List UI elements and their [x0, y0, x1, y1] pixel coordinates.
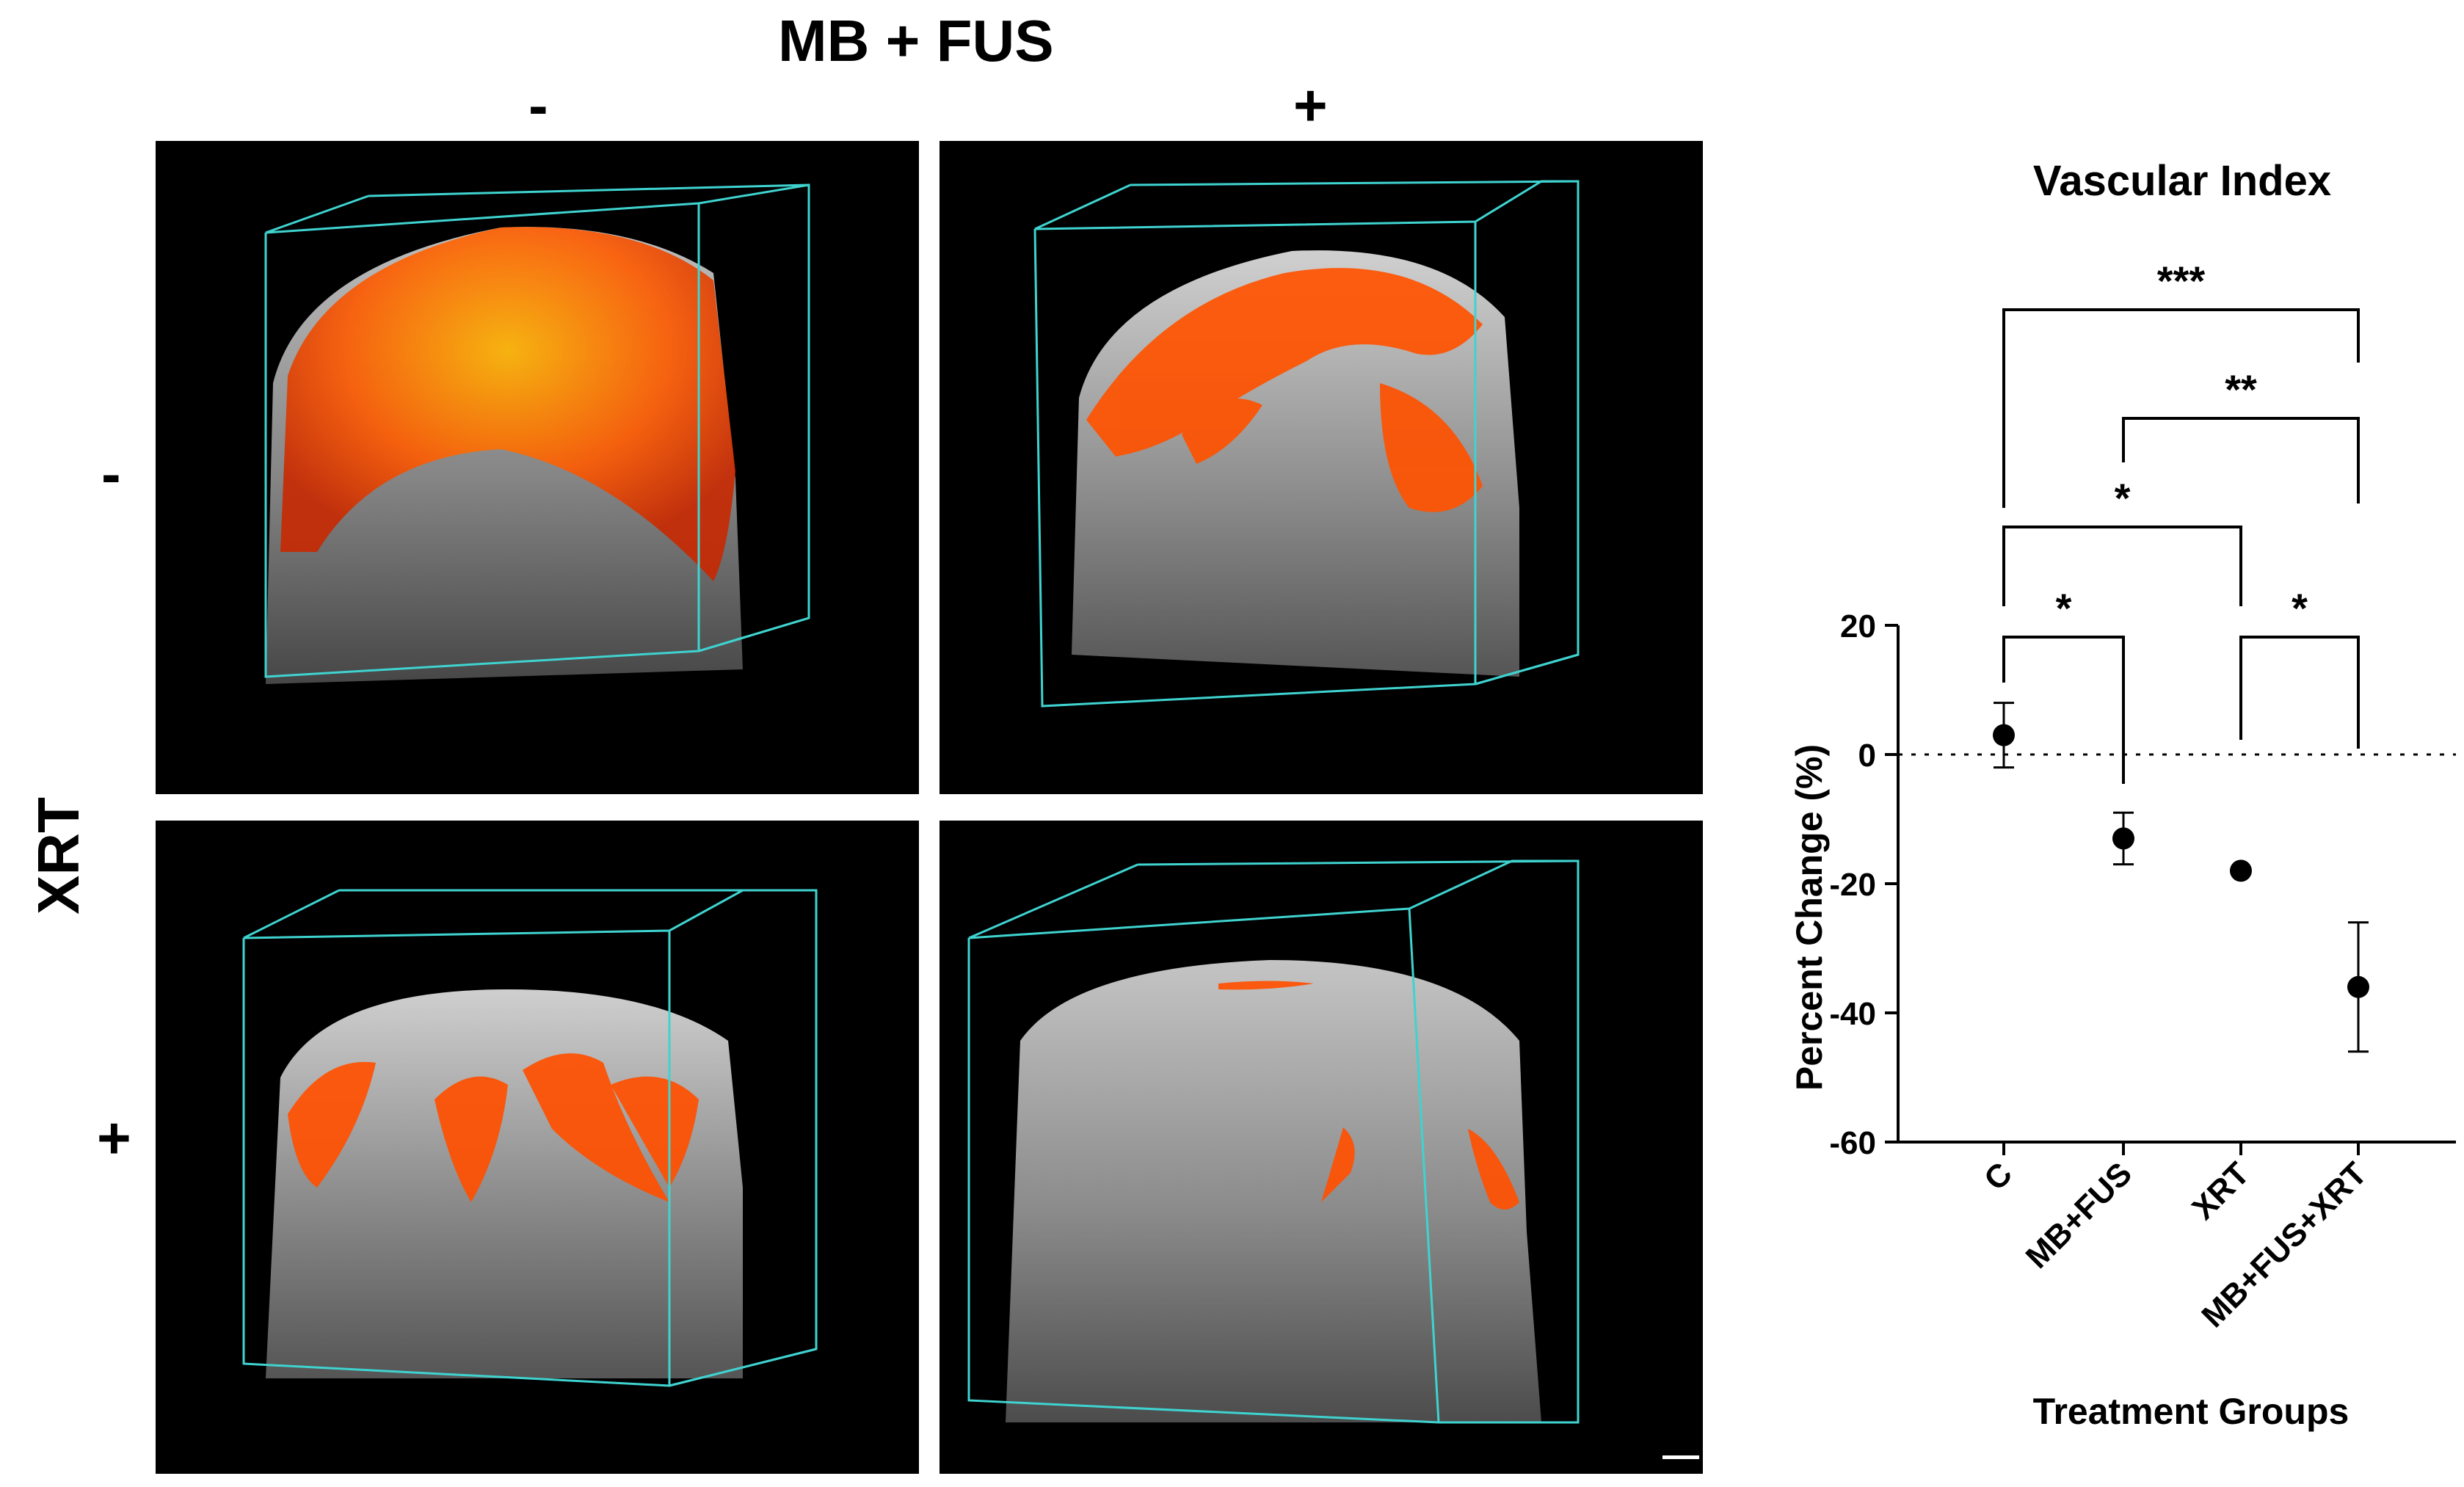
data-point	[2347, 975, 2369, 998]
y-tick-label: 20	[1840, 608, 1876, 644]
row-level-plus: +	[97, 1105, 131, 1171]
significance-brackets: * *******	[2002, 258, 2360, 784]
significance-label: *	[2115, 475, 2131, 521]
row-level-minus: -	[101, 441, 121, 506]
significance-label: **	[2225, 366, 2257, 412]
significance-bracket	[2239, 636, 2360, 749]
data-point	[2112, 827, 2134, 850]
significance-label: *	[2056, 585, 2072, 631]
chart-title: Vascular Index	[2033, 157, 2331, 205]
data-point	[1993, 724, 2015, 746]
y-tick-label: -20	[1829, 867, 1876, 903]
significance-label: ***	[2157, 258, 2206, 304]
ultrasound-panel-xrt	[156, 821, 919, 1474]
ultrasound-3d-volume-image	[242, 889, 818, 1387]
data-point	[2230, 859, 2252, 882]
ultrasound-panel-control	[156, 141, 919, 794]
x-tick-label: C	[1977, 1155, 2019, 1197]
scale-bar	[1662, 1455, 1699, 1459]
column-level-plus: +	[1293, 73, 1328, 138]
x-axis-label: Treatment Groups	[2033, 1391, 2349, 1432]
ultrasound-3d-volume-image	[264, 183, 810, 684]
significance-label: *	[2292, 585, 2308, 631]
ultrasound-3d-volume-image	[1033, 180, 1580, 708]
ultrasound-3d-volume-image	[967, 859, 1699, 1459]
mbfus-column-header: MB + FUS	[778, 8, 1054, 73]
x-tick-label: MB+FUS	[2019, 1155, 2139, 1275]
significance-bracket	[2002, 526, 2242, 606]
vascular-index-chart: Vascular Index 20 0 -20 -40 -60 Percent Chan…	[1789, 157, 2456, 1432]
significance-bracket	[2002, 308, 2360, 508]
data-points	[1993, 702, 2369, 1053]
y-tick-label: 0	[1858, 738, 1876, 774]
significance-bracket	[2122, 417, 2360, 503]
y-axis-label: Percent Change (%)	[1789, 744, 1830, 1091]
y-tick-label: -40	[1829, 996, 1876, 1032]
y-tick-label: -60	[1829, 1125, 1876, 1161]
ultrasound-panel-mbfus	[940, 141, 1703, 794]
x-tick-label: XRT	[2185, 1155, 2256, 1226]
y-axis-ticks: 20 0 -20 -40 -60	[1829, 608, 1898, 1161]
xrt-row-header: XRT	[26, 797, 91, 915]
column-level-minus: -	[528, 73, 548, 138]
ultrasound-panel-mbfus-xrt	[940, 821, 1703, 1474]
significance-bracket	[2002, 636, 2125, 784]
